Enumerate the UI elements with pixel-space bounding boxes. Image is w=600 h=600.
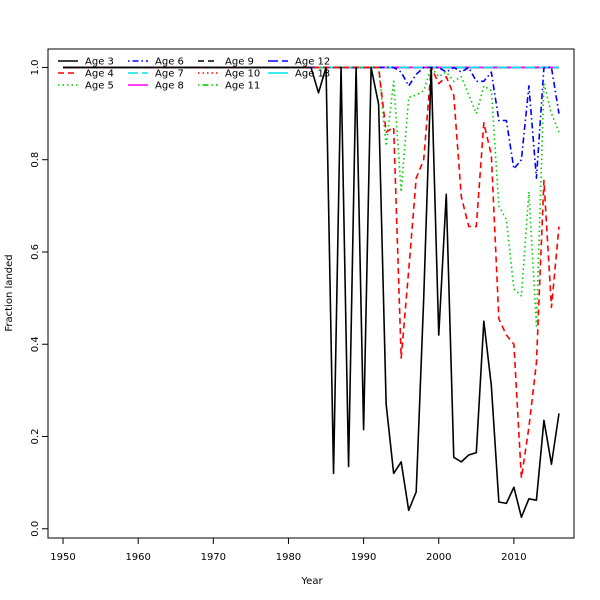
series-line-age-4 <box>63 66 560 479</box>
y-tick-label: 1.0 <box>30 59 41 75</box>
y-tick-label: 0.4 <box>30 336 41 352</box>
y-tick-label: 0.0 <box>30 521 41 537</box>
legend-label: Age 10 <box>225 69 260 80</box>
y-tick-label: 0.2 <box>30 429 41 445</box>
legend-label: Age 11 <box>225 81 260 92</box>
legend-label: Age 3 <box>85 57 114 68</box>
series-layer <box>63 66 560 519</box>
legend-label: Age 8 <box>155 81 184 92</box>
legend-label: Age 7 <box>155 69 184 80</box>
series-line-age-3 <box>63 66 560 519</box>
x-axis-label: Year <box>300 576 323 587</box>
x-tick-label: 2010 <box>501 552 526 563</box>
legend-label: Age 5 <box>85 81 114 92</box>
legend-label: Age 4 <box>85 69 114 80</box>
x-tick-label: 1990 <box>351 552 376 563</box>
x-tick-label: 1960 <box>125 552 150 563</box>
series-line-age-5 <box>63 66 560 327</box>
x-tick-label: 1980 <box>276 552 301 563</box>
x-tick-label: 2000 <box>426 552 451 563</box>
legend-label: Age 13 <box>295 69 330 80</box>
x-tick-label: 1950 <box>50 552 75 563</box>
x-tick-label: 1970 <box>201 552 226 563</box>
y-tick-label: 0.6 <box>30 244 41 260</box>
legend-label: Age 9 <box>225 57 254 68</box>
legend-label: Age 12 <box>295 57 330 68</box>
y-axis-label: Fraction landed <box>4 254 15 331</box>
y-axis: 0.0 0.2 0.4 0.6 0.8 1.0 <box>30 59 49 537</box>
legend-label: Age 6 <box>155 57 184 68</box>
x-axis: 1950 1960 1970 1980 1990 2000 2010 <box>50 537 527 563</box>
y-tick-label: 0.8 <box>30 152 41 168</box>
plot-frame <box>47 48 575 539</box>
